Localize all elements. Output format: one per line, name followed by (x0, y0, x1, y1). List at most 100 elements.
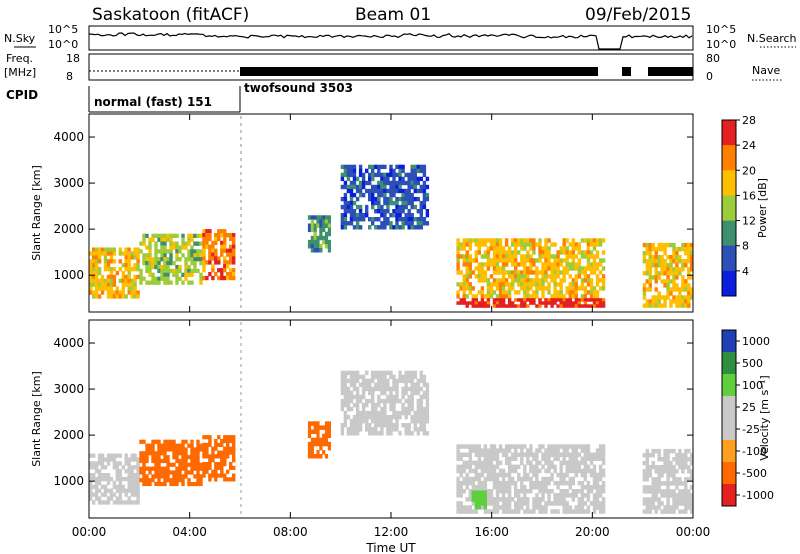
velocity-cell (422, 423, 427, 428)
power-cell (392, 188, 396, 194)
velocity-cell (371, 415, 375, 420)
velocity-cell (229, 439, 233, 444)
power-cell (166, 276, 170, 281)
power-cell (486, 266, 491, 271)
power-cell (577, 270, 581, 275)
velocity-cell (595, 489, 600, 494)
velocity-cell (511, 456, 515, 461)
velocity-cell (166, 447, 170, 452)
power-cell (169, 237, 173, 242)
power-cell (404, 213, 408, 218)
power-cell (675, 287, 679, 292)
power-cell (121, 251, 125, 256)
velocity-cell (377, 382, 381, 388)
velocity-cell (127, 484, 131, 489)
power-cell (507, 282, 512, 287)
velocity-cell (574, 452, 578, 457)
power-cell (574, 290, 578, 295)
velocity-cell (654, 489, 658, 494)
power-cell (687, 247, 691, 252)
power-cell (199, 261, 203, 266)
power-cell (377, 196, 381, 202)
velocity-cell (559, 493, 563, 498)
power-cell (169, 233, 173, 238)
velocity-cell (480, 452, 485, 457)
power-cell (486, 304, 491, 308)
power-cell (190, 249, 194, 254)
power-cell (514, 298, 518, 302)
power-cell (459, 298, 463, 302)
power-cell (410, 184, 414, 190)
power-cell (648, 255, 652, 260)
power-cell (642, 287, 647, 292)
velocity-cell (419, 427, 423, 432)
power-cell (672, 255, 676, 260)
velocity-cell (371, 419, 375, 424)
power-cell (498, 270, 503, 275)
power-cell (651, 255, 655, 260)
velocity-cell (645, 485, 649, 490)
power-cell (383, 196, 387, 202)
power-cell (343, 225, 348, 230)
power-cell (595, 242, 600, 247)
power-cell (669, 303, 673, 308)
velocity-cell (681, 497, 685, 502)
power-cell (456, 301, 460, 305)
power-ytick-label: 2000 (53, 222, 84, 236)
velocity-cell (468, 456, 472, 461)
velocity-cell (468, 476, 472, 482)
power-cell (483, 274, 488, 279)
power-cell (523, 254, 527, 259)
power-cell (547, 301, 551, 305)
velocity-cell (568, 464, 572, 470)
power-cell (480, 254, 485, 259)
power-cell (583, 290, 588, 295)
velocity-colorbar-tick: -1000 (742, 489, 774, 502)
velocity-cell (404, 427, 408, 432)
power-cell (139, 276, 143, 281)
power-cell (474, 266, 478, 271)
velocity-cell (214, 477, 218, 482)
power-cell (648, 251, 652, 256)
velocity-cell (103, 484, 108, 489)
power-cell (211, 256, 215, 261)
velocity-cell (601, 468, 606, 474)
velocity-colorbar-tick: 100 (742, 379, 763, 392)
power-cell (407, 196, 411, 202)
cpid-label: CPID (6, 88, 38, 102)
power-cell (690, 263, 694, 268)
velocity-cell (547, 456, 551, 461)
velocity-cell (511, 509, 515, 514)
velocity-cell (507, 468, 512, 474)
power-cell (480, 298, 485, 302)
velocity-cell (226, 446, 230, 451)
velocity-cell (645, 469, 649, 474)
velocity-cell (645, 461, 649, 466)
velocity-cell (645, 489, 649, 494)
power-cell (121, 286, 125, 291)
power-cell (172, 241, 176, 246)
power-cell (148, 241, 152, 246)
velocity-cell (523, 497, 527, 502)
velocity-cell (358, 423, 363, 428)
power-cell (205, 229, 209, 234)
power-cell (106, 286, 111, 291)
velocity-cell (172, 455, 176, 460)
power-cell (480, 290, 485, 295)
power-cell (127, 270, 131, 276)
power-cell (465, 301, 469, 305)
velocity-cell (361, 410, 366, 416)
power-cell (571, 290, 575, 295)
velocity-cell (544, 501, 548, 506)
velocity-cell (544, 452, 548, 457)
power-cell (178, 268, 182, 274)
power-cell (307, 223, 312, 228)
power-cell (526, 304, 530, 308)
velocity-cell (196, 462, 200, 467)
velocity-cell (361, 374, 366, 380)
velocity-cell (690, 453, 694, 458)
power-cell (346, 184, 351, 190)
power-cell (103, 286, 108, 291)
velocity-ytick-label: 2000 (53, 428, 84, 442)
power-cell (154, 261, 158, 266)
